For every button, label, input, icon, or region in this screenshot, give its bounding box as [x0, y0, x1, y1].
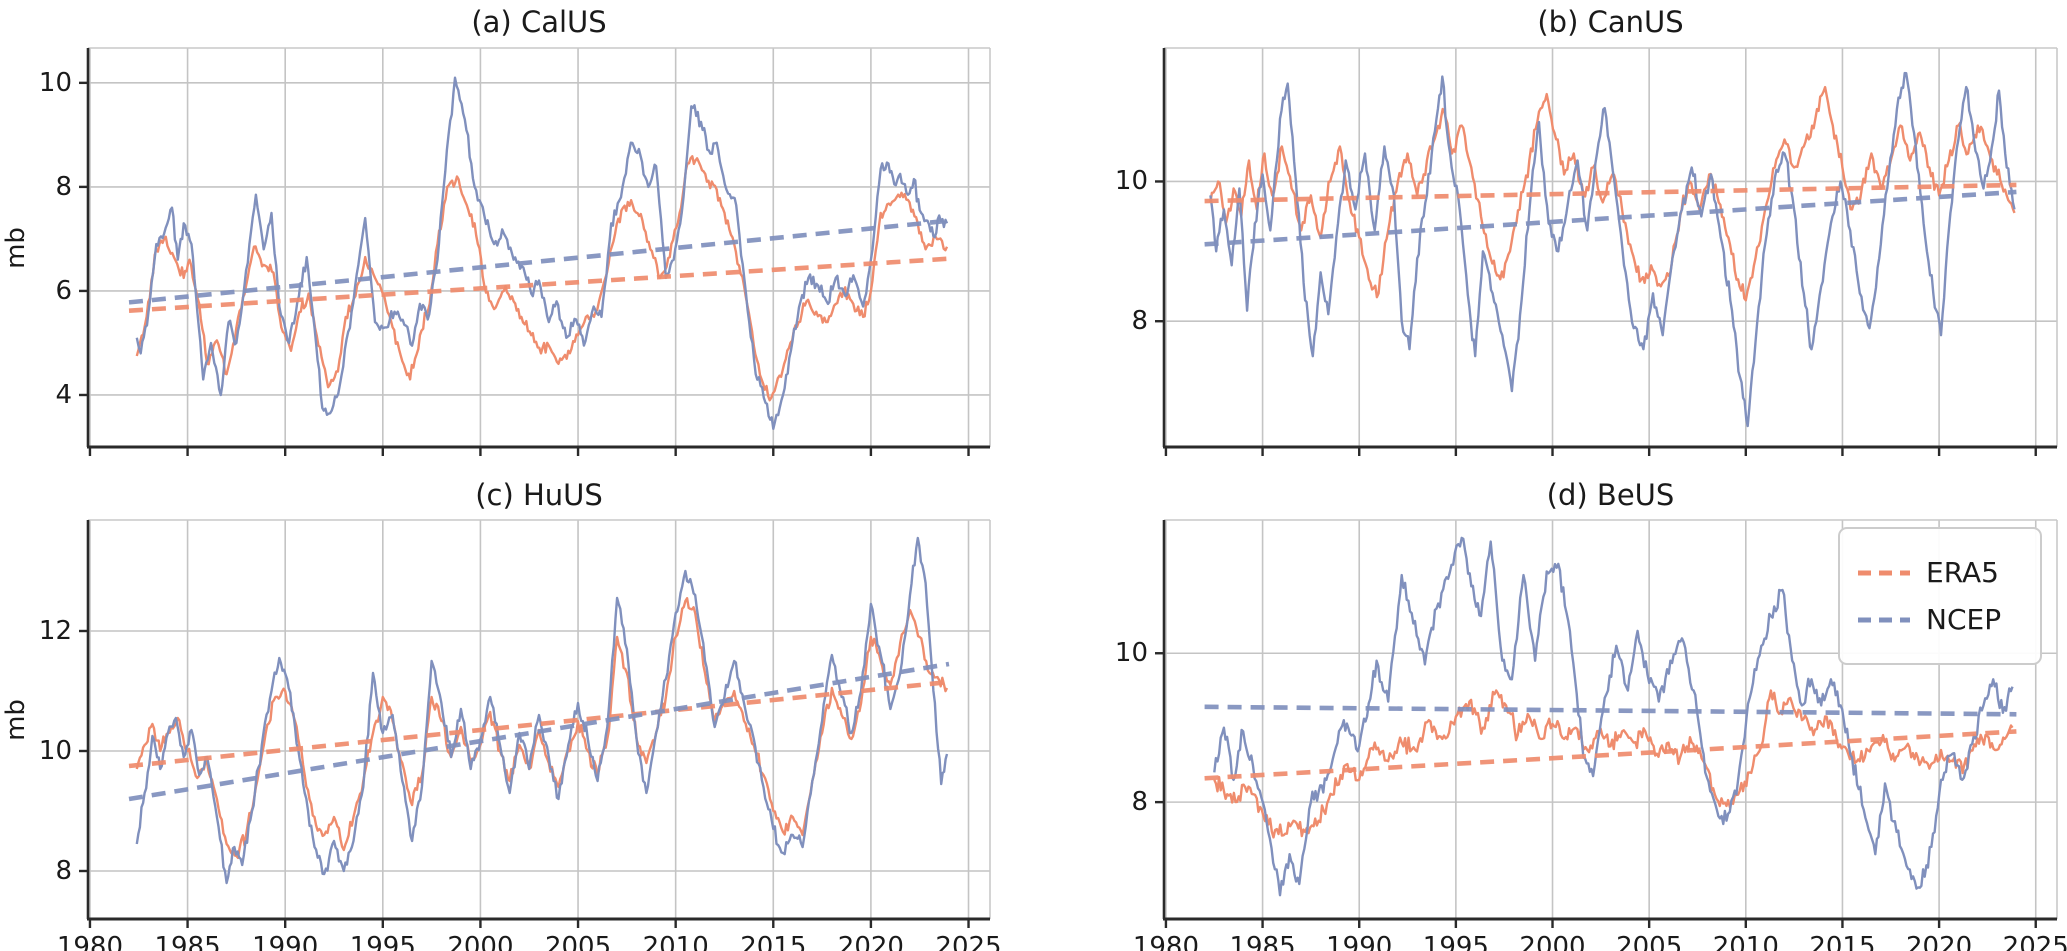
x-tick-label: 1995	[349, 932, 416, 951]
legend-entry-ncep-label: NCEP	[1926, 603, 2002, 636]
y-tick-label: 8	[55, 171, 72, 202]
x-tick-label: 1980	[56, 932, 124, 951]
x-tick-label: 2015	[1809, 932, 1876, 951]
y-tick-label: 10	[1114, 638, 1148, 669]
y-tick-label: 12	[38, 616, 72, 646]
ncep-trend-line	[128, 661, 950, 802]
x-tick-label: 1990	[1326, 932, 1393, 951]
x-tick-label: 2005	[544, 932, 612, 951]
y-tick-label: 10	[38, 736, 72, 766]
era5-series-line	[1209, 85, 2016, 302]
era5-trend-line	[128, 679, 950, 769]
era5-trend-line	[1204, 729, 2017, 781]
era5-series-line	[1213, 689, 2014, 839]
subplot-c-plot-area	[79, 519, 991, 928]
era5-dash-sample	[1858, 570, 1910, 575]
x-tick-label: 1985	[154, 932, 221, 951]
x-tick-label: 2005	[1616, 932, 1683, 951]
subplot-d-plot-area	[1155, 519, 2058, 928]
subplot-d-title: (d) BeUS	[1546, 478, 1675, 512]
subplot-a-plot-area	[79, 47, 991, 456]
legend-entry-era5-label: ERA5	[1926, 556, 1999, 589]
x-tick-label: 2020	[837, 932, 904, 951]
ncep-series-line	[135, 536, 949, 885]
ncep-trend-line	[1204, 189, 2017, 247]
y-tick-label: 10	[1114, 166, 1148, 197]
era5-series-line	[135, 155, 949, 402]
x-tick-label: 1995	[1422, 932, 1489, 951]
y-axis-label-c: mb	[1, 699, 31, 741]
subplot-a-title: (a) CalUS	[471, 5, 607, 39]
x-tick-label: 2000	[1519, 932, 1586, 951]
legend-entry-era5: ERA5	[1840, 556, 2040, 589]
y-tick-label: 8	[55, 856, 72, 886]
x-tick-label: 1980	[1132, 932, 1200, 951]
x-tick-label: 2000	[447, 932, 514, 951]
x-tick-label: 2010	[1712, 932, 1779, 951]
era5-trend-line	[1204, 182, 2017, 204]
ncep-series-line	[1213, 536, 2014, 897]
y-tick-label: 10	[38, 67, 72, 98]
x-tick-label: 2015	[740, 932, 807, 951]
y-tick-label: 4	[55, 379, 72, 410]
subplot-b-title: (b) CanUS	[1537, 5, 1684, 39]
y-tick-label: 6	[55, 275, 72, 306]
x-tick-label: 2025	[2002, 932, 2067, 951]
ncep-series-line	[135, 76, 949, 430]
x-tick-label: 1985	[1229, 932, 1296, 951]
ncep-dash-sample	[1858, 617, 1910, 622]
legend-box: ERA5 NCEP	[1838, 527, 2042, 665]
x-tick-label: 2020	[1905, 932, 1973, 951]
legend-entry-ncep: NCEP	[1840, 603, 2040, 636]
ncep-trend-line	[1204, 704, 2017, 717]
y-tick-label: 8	[1131, 787, 1148, 818]
y-axis-label-a: mb	[1, 227, 31, 269]
y-tick-label: 8	[1131, 306, 1148, 337]
ncep-series-line	[1209, 71, 2016, 428]
subplot-b-plot-area	[1155, 47, 2058, 456]
subplot-c-title: (c) HuUS	[475, 478, 603, 512]
x-tick-label: 2010	[642, 932, 709, 951]
x-tick-label: 1990	[252, 932, 319, 951]
x-tick-label: 2025	[935, 932, 1002, 951]
